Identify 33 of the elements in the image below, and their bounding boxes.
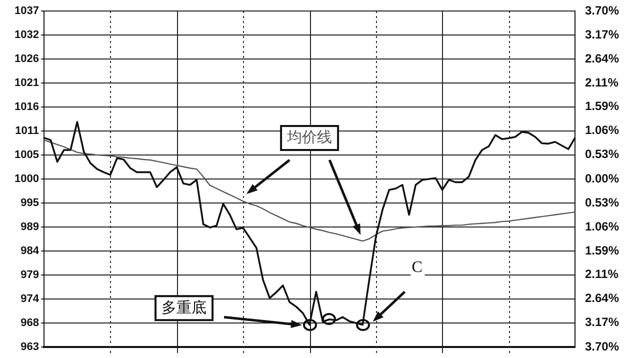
- text: 均价线: [286, 129, 332, 146]
- y-tick-label: 1016: [14, 101, 39, 114]
- y-tick-label: 989: [20, 221, 39, 234]
- y-tick-label: 974: [20, 293, 40, 306]
- y-tick-label: 1026: [14, 53, 39, 66]
- y-tick-label: 995: [20, 197, 39, 210]
- y2-tick-label: 1.59%: [585, 99, 620, 114]
- y-tick-label: 984: [20, 245, 40, 258]
- y2-tick-label: 1.06%: [585, 123, 620, 138]
- annotation: C: [412, 259, 422, 276]
- y2-tick-label: 1.59%: [585, 244, 620, 258]
- y-tick-label: 1011: [15, 125, 39, 138]
- y2-tick-label: 3.17%: [585, 27, 620, 42]
- y-tick-label: 968: [20, 317, 39, 330]
- y2-tick-label: 0.00%: [585, 171, 620, 186]
- y-tick-label: 1005: [14, 149, 39, 162]
- y2-tick-label: 3.17%: [585, 315, 620, 330]
- y2-tick-label: 0.53%: [585, 147, 620, 162]
- y-tick-label: 1037: [14, 5, 39, 18]
- y2-tick-label: 2.11%: [585, 267, 619, 282]
- y2-tick-label: 3.70%: [585, 3, 620, 18]
- y-tick-label: 1021: [14, 77, 39, 90]
- annotation: 多重底: [162, 299, 207, 316]
- y-tick-label: 979: [20, 269, 39, 282]
- y2-tick-label: 0.53%: [585, 195, 620, 210]
- y2-tick-label: 2.64%: [585, 51, 620, 66]
- y-tick-label: 1032: [14, 29, 39, 42]
- y2-tick-label: 3.70%: [585, 339, 620, 354]
- y2-tick-label: 1.06%: [585, 219, 620, 234]
- y2-tick-label: 2.64%: [585, 291, 620, 306]
- y-tick-label: 963: [20, 341, 39, 354]
- y-tick-label: 1000: [14, 173, 39, 186]
- y2-tick-label: 2.11%: [585, 76, 619, 90]
